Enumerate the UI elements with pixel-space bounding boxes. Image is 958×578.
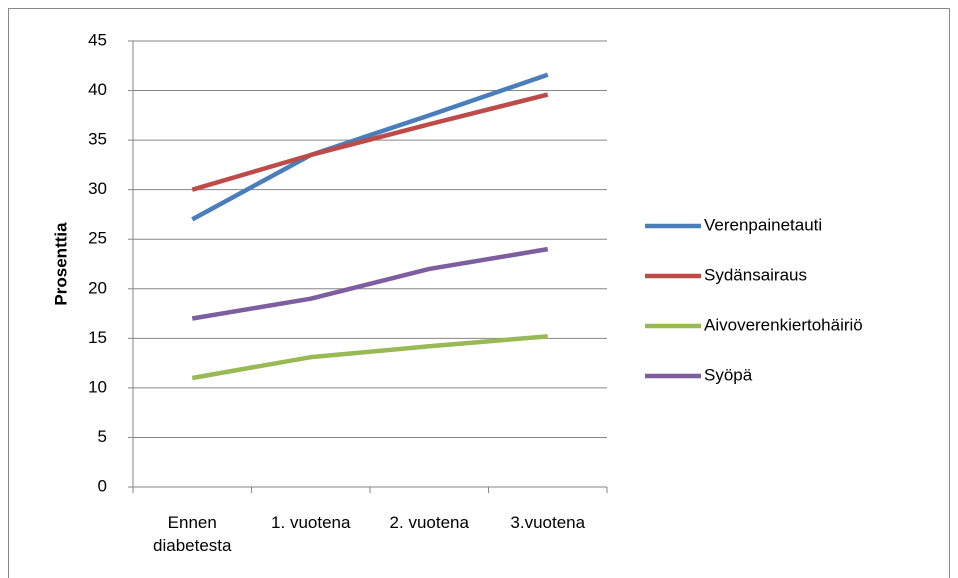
legend-label: Sydänsairaus <box>704 265 807 284</box>
y-tick-label: 30 <box>88 179 107 198</box>
legend-label: Syöpä <box>704 365 753 384</box>
y-tick-label: 45 <box>88 30 107 49</box>
series-line <box>191 246 549 321</box>
series-line <box>191 72 549 222</box>
y-tick-label: 20 <box>88 278 107 297</box>
x-tick-label: 3.vuotena <box>510 513 586 532</box>
y-tick-label: 5 <box>98 427 107 446</box>
legend-label: Aivoverenkiertohäiriö <box>704 315 863 334</box>
y-tick-label: 25 <box>88 229 107 248</box>
series-line <box>191 92 549 192</box>
x-tick-label: 1. vuotena <box>271 513 351 532</box>
legend-label: Verenpainetauti <box>704 215 822 234</box>
y-tick-label: 10 <box>88 377 107 396</box>
series-line <box>191 334 548 381</box>
y-tick-label: 35 <box>88 130 107 149</box>
y-axis-label: Prosenttia <box>51 222 70 306</box>
y-tick-label: 15 <box>88 328 107 347</box>
x-tick-label: Ennen diabetesta <box>153 513 232 555</box>
y-tick-label: 0 <box>98 476 107 495</box>
y-tick-label: 40 <box>88 80 107 99</box>
chart-frame <box>8 8 950 578</box>
x-tick-label: 2. vuotena <box>389 513 469 532</box>
